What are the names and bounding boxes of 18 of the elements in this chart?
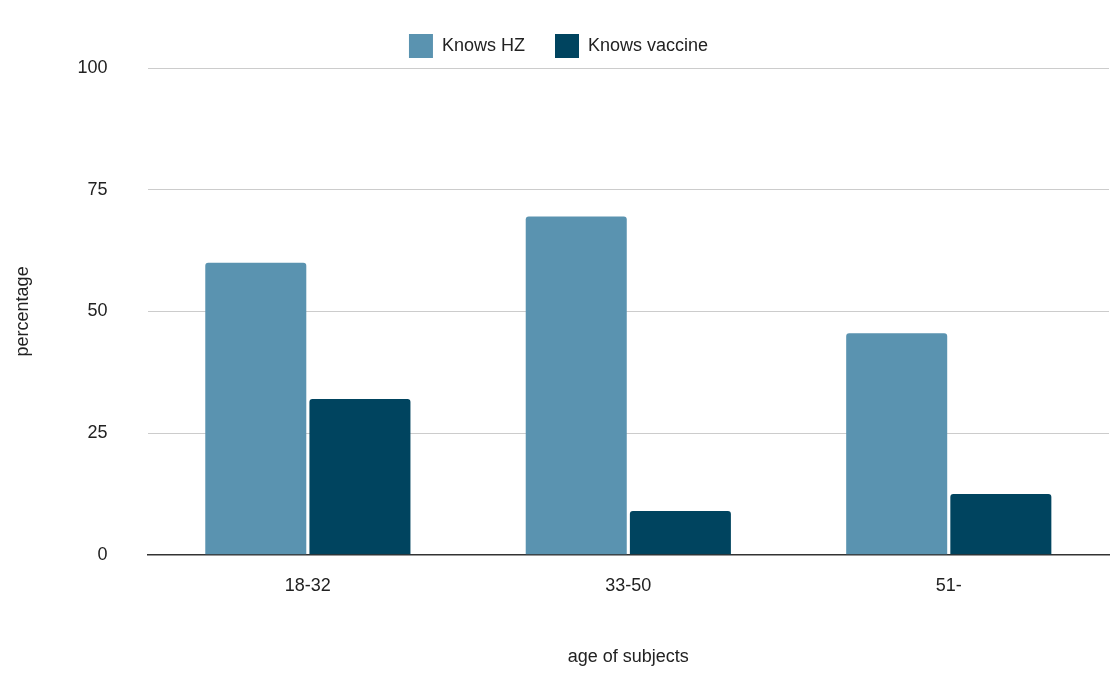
y-tick-label: 50 [87, 300, 108, 321]
y-axis-title: percentage [11, 266, 32, 357]
bar [525, 216, 627, 555]
y-tick-label: 75 [87, 178, 108, 199]
bar [950, 493, 1052, 555]
x-tick-label: 18-32 [284, 574, 331, 595]
x-axis-title: age of subjects [567, 646, 689, 667]
legend-label: Knows vaccine [587, 34, 709, 55]
bar [629, 510, 731, 555]
y-tick-label: 100 [77, 56, 108, 77]
legend-label: Knows HZ [441, 34, 525, 55]
y-tick-label: 25 [87, 422, 108, 443]
x-tick-label: 51- [935, 574, 962, 595]
bar [205, 262, 307, 555]
bar [846, 333, 948, 555]
x-tick-label: 33-50 [605, 574, 652, 595]
y-tick-label: 0 [97, 543, 108, 564]
bar [309, 399, 411, 555]
